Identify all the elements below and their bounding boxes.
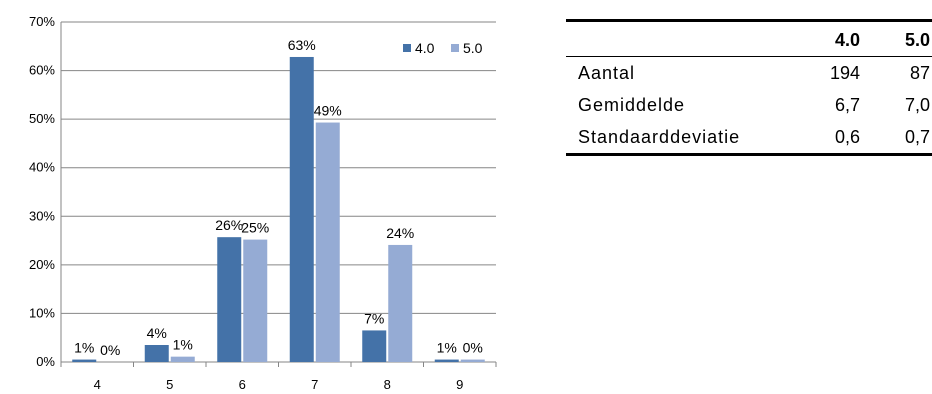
table-header-row: 4.0 5.0 — [566, 20, 932, 57]
legend-label: 5.0 — [463, 40, 483, 56]
bar-4-0-9 — [434, 359, 459, 362]
bar-4-0-8 — [362, 330, 387, 362]
y-tick-label: 10% — [29, 305, 55, 320]
x-tick-label: 8 — [384, 377, 391, 392]
data-label: 4% — [147, 325, 167, 341]
bar-chart: 0% 10% 20% 30% 40% 50% 60% 70% 4 1% 0% 5 4% 1% 6 26% 25%… — [29, 14, 497, 392]
cell-value: 0,7 — [904, 126, 930, 147]
y-tick-label: 40% — [29, 160, 55, 175]
data-label: 1% — [173, 337, 193, 353]
table-header-empty — [566, 21, 780, 57]
y-tick-label: 30% — [29, 208, 55, 223]
row-label: Gemiddelde — [578, 94, 686, 115]
row-label: Standaarddeviatie — [578, 126, 741, 147]
y-tick-label: 0% — [36, 354, 55, 369]
bar-5-0-7 — [315, 122, 340, 363]
bar-5-0-6 — [243, 239, 268, 362]
bar-4-0-6 — [217, 237, 242, 362]
table-row-aantal: Aantal 194 87 — [566, 57, 932, 90]
x-tick-label: 7 — [311, 377, 318, 392]
table-row-standaarddeviatie: Standaarddeviatie 0,6 0,7 — [566, 121, 932, 155]
x-tick-label: 4 — [94, 377, 101, 392]
legend-label: 4.0 — [415, 40, 435, 56]
data-label: 63% — [288, 37, 316, 53]
table-row-gemiddelde: Gemiddelde 6,7 7,0 — [566, 89, 932, 121]
data-label: 49% — [314, 103, 342, 119]
data-label: 7% — [364, 310, 384, 326]
statistics-table: 4.0 5.0 Aantal 194 87 Gemiddelde 6,7 7,0… — [566, 19, 932, 156]
y-tick-label: 50% — [29, 111, 55, 126]
cell-value: 0,6 — [834, 126, 860, 147]
bar-5-0-8 — [388, 244, 413, 362]
bar-5-0-9 — [460, 359, 485, 362]
data-label: 26% — [215, 217, 243, 233]
table-header-5-0: 5.0 — [904, 29, 930, 50]
data-label: 0% — [100, 342, 120, 358]
cell-value: 87 — [909, 62, 930, 83]
cell-value: 7,0 — [904, 94, 930, 115]
y-tick-label: 60% — [29, 63, 55, 78]
bar-4-0-7 — [289, 56, 314, 362]
cell-value: 194 — [829, 62, 860, 83]
data-label: 0% — [463, 340, 483, 356]
row-label: Aantal — [578, 62, 636, 83]
table-header-4-0: 4.0 — [834, 29, 860, 50]
cell-value: 6,7 — [834, 94, 860, 115]
data-label: 1% — [74, 340, 94, 356]
data-label: 1% — [437, 340, 457, 356]
x-tick-label: 5 — [166, 377, 173, 392]
bar-4-0-4 — [72, 359, 97, 362]
y-tick-label: 20% — [29, 257, 55, 272]
chart-svg: 0%10%20%30%40%50%60%70%41% 0%54%1%626%25%… — [29, 14, 497, 392]
legend-swatch — [403, 44, 411, 52]
data-label: 25% — [241, 220, 269, 236]
legend-swatch — [451, 44, 459, 52]
x-tick-label: 9 — [456, 377, 463, 392]
bar-5-0-5 — [170, 356, 195, 362]
bar-4-0-5 — [144, 345, 169, 362]
x-tick-label: 6 — [239, 377, 246, 392]
data-label: 24% — [386, 225, 414, 241]
y-tick-label: 70% — [29, 14, 55, 29]
